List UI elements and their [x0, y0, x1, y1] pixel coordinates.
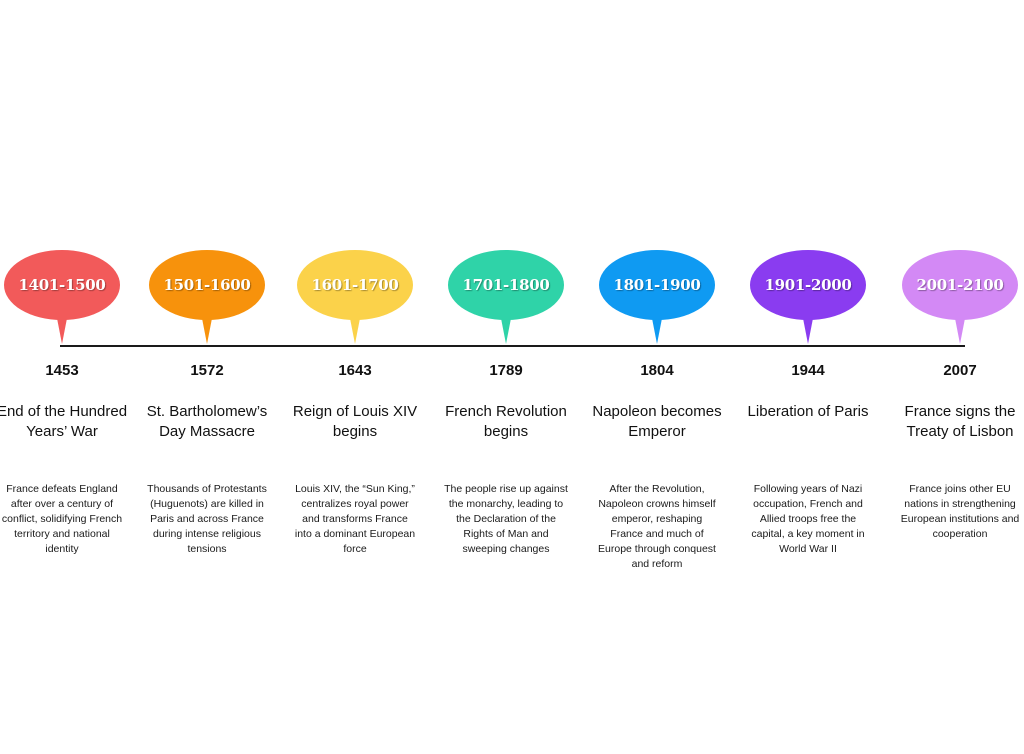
event-description: France defeats England after over a cent…	[1, 483, 123, 555]
timeline-item-1643: 1601-1700 1643 Reign of Louis XIV begins…	[285, 240, 425, 555]
event-description: Following years of Nazi occupation, Fren…	[751, 483, 865, 555]
period-bubble: 1901-2000	[750, 250, 866, 344]
event-year: 1453	[45, 362, 79, 379]
bubble-shape	[599, 250, 715, 320]
timeline-axis	[60, 345, 965, 347]
event-year: 1944	[791, 362, 825, 379]
period-label: 1401-1500	[18, 276, 106, 294]
event-title: French Revolution begins	[445, 403, 567, 440]
period-bubble: 1801-1900	[599, 250, 715, 344]
period-label: 2001-2100	[916, 276, 1004, 294]
event-year: 1572	[190, 362, 224, 379]
event-year: 1789	[489, 362, 523, 379]
timeline-item-1572: 1501-1600 1572 St. Bartholomew’s Day Mas…	[137, 240, 277, 555]
event-year: 1804	[640, 362, 674, 379]
timeline-item-2007: 2001-2100 2007 France signs the Treaty o…	[890, 240, 1024, 540]
event-title: St. Bartholomew’s Day Massacre	[146, 403, 268, 440]
period-bubble: 1601-1700	[297, 250, 413, 344]
event-year: 2007	[943, 362, 977, 379]
period-label: 1701-1800	[462, 276, 550, 294]
timeline-item-1453: 1401-1500 1453 End of the Hundred Years’…	[0, 240, 132, 555]
event-description: After the Revolution, Napoleon crowns hi…	[598, 483, 716, 570]
event-title: Reign of Louis XIV begins	[292, 403, 418, 440]
bubble-shape	[902, 250, 1018, 320]
event-title: End of the Hundred Years’ War	[0, 403, 128, 440]
event-title: Napoleon becomes Emperor	[592, 403, 722, 440]
event-description: Louis XIV, the “Sun King,” centralizes r…	[294, 483, 416, 555]
event-description: Thousands of Protestants (Huguenots) are…	[147, 483, 267, 555]
period-bubble: 1701-1800	[448, 250, 564, 344]
period-bubble: 1401-1500	[4, 250, 120, 344]
bubble-shape	[4, 250, 120, 320]
bubble-shape	[297, 250, 413, 320]
bubble-shape	[750, 250, 866, 320]
period-label: 1601-1700	[311, 276, 399, 294]
event-description: France joins other EU nations in strengt…	[900, 483, 1020, 540]
bubble-shape	[149, 250, 265, 320]
timeline-item-1804: 1801-1900 1804 Napoleon becomes Emperor …	[587, 240, 727, 570]
period-bubble: 1501-1600	[149, 250, 265, 344]
period-bubble: 2001-2100	[902, 250, 1018, 344]
period-label: 1501-1600	[163, 276, 251, 294]
timeline-item-1789: 1701-1800 1789 French Revolution begins …	[436, 240, 576, 555]
event-year: 1643	[338, 362, 372, 379]
timeline-item-1944: 1901-2000 1944 Liberation of Paris Follo…	[738, 240, 878, 555]
event-title: France signs the Treaty of Lisbon	[904, 403, 1016, 440]
event-description: The people rise up against the monarchy,…	[444, 483, 568, 555]
period-label: 1901-2000	[764, 276, 852, 294]
bubble-shape	[448, 250, 564, 320]
event-title: Liberation of Paris	[747, 403, 869, 420]
period-label: 1801-1900	[613, 276, 701, 294]
